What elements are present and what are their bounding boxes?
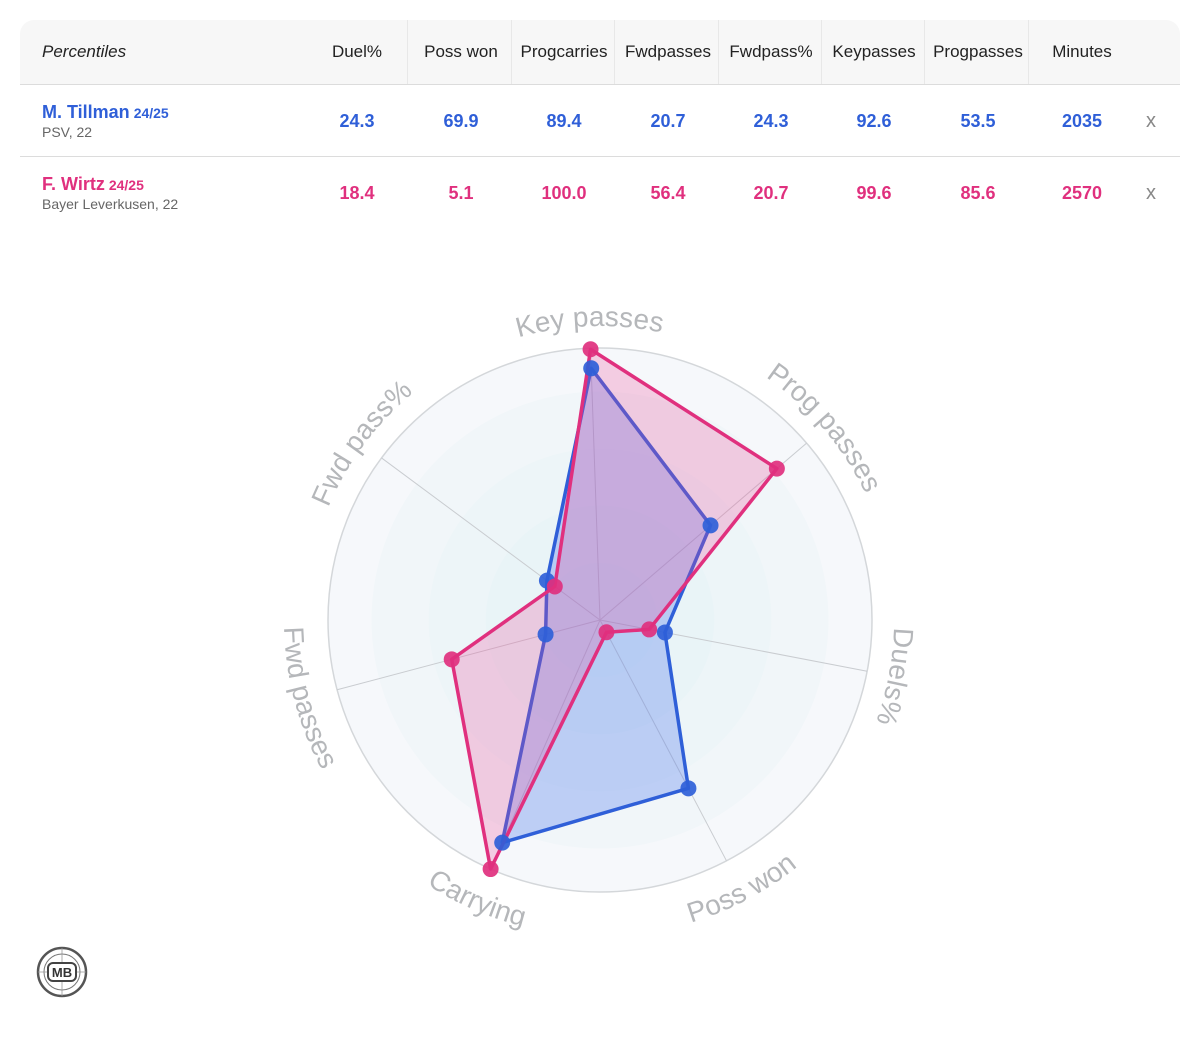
radar-point: [641, 621, 658, 638]
stat-value: 2570: [1061, 182, 1103, 203]
player-season: 24/25: [108, 177, 144, 193]
radar-point: [768, 460, 785, 477]
stat-value: 92.6: [856, 110, 892, 131]
radar-point: [680, 780, 697, 797]
radar-spoke: [590, 348, 601, 621]
stat-value: 18.4: [339, 182, 375, 203]
mb-logo: MB: [36, 946, 88, 998]
column-header: Minutes: [1052, 42, 1112, 61]
column-header: Duel%: [307, 20, 408, 84]
stat-value: 5.1: [448, 182, 474, 203]
player-team: PSV, 22: [42, 124, 93, 140]
radar-axis-label: Duels%: [870, 627, 919, 730]
column-header: Poss won: [411, 20, 512, 84]
radar-point: [494, 834, 511, 851]
radar-point: [656, 624, 673, 641]
stat-value: 56.4: [650, 182, 686, 203]
column-header: Prog carries: [514, 20, 615, 84]
column-header: Key passes: [824, 20, 925, 84]
radar-spoke: [599, 619, 727, 862]
radar-point: [582, 341, 599, 358]
player-team: Bayer Leverkusen, 22: [42, 196, 179, 212]
radar-spoke: [490, 619, 601, 870]
table-header: Percentiles Duel% Poss won Prog carries Fwd p…: [20, 20, 1180, 85]
remove-player-button[interactable]: x: [1146, 181, 1156, 204]
player-row-wirtz: F. Wirtz 24/25 Bayer Leverkusen, 22 18.4 5…: [20, 158, 1180, 228]
stat-value: 20.7: [650, 110, 686, 131]
percentiles-table: Percentiles Duel% Poss won Prog carries Fwd p…: [20, 20, 1180, 230]
radar-point: [537, 626, 554, 643]
radar-spoke: [336, 619, 601, 691]
radar-axis-label: Key passes: [512, 301, 666, 343]
header-percentiles-label: Percentiles: [42, 42, 127, 61]
player-season: 24/25: [133, 105, 169, 121]
stat-value: 99.6: [856, 182, 892, 203]
remove-player-button[interactable]: x: [1146, 109, 1156, 132]
stat-value: 20.7: [753, 182, 789, 203]
radar-series-area: [500, 366, 713, 845]
player-name: F. Wirtz: [42, 174, 105, 194]
radar-point: [482, 861, 499, 878]
column-header: Fwd pass%: [721, 20, 822, 84]
stat-value: 24.3: [753, 110, 789, 131]
column-header: Prog passes: [928, 20, 1029, 84]
stat-value: 53.5: [960, 110, 996, 131]
stat-value: 24.3: [339, 110, 375, 131]
radar-point: [546, 578, 563, 595]
radar-point: [583, 360, 600, 377]
column-header: Fwd passes: [618, 20, 719, 84]
radar-series-area: [449, 347, 779, 871]
stat-value: 100.0: [541, 182, 587, 203]
radar-point: [443, 651, 460, 668]
logo-text: MB: [52, 965, 72, 980]
stat-value: 89.4: [546, 110, 582, 131]
stat-value: 69.9: [443, 110, 479, 131]
player-row-tillman: M. Tillman 24/25 PSV, 22 24.3 69.9 89.4 20.7…: [20, 86, 1180, 157]
player-name: M. Tillman: [42, 102, 130, 122]
radar-outer-ring: [327, 347, 873, 893]
stat-value: 85.6: [960, 182, 996, 203]
radar-spoke: [381, 457, 601, 621]
radar-point: [702, 517, 719, 534]
radar-point: [598, 624, 615, 641]
stat-value: 2035: [1061, 110, 1103, 131]
